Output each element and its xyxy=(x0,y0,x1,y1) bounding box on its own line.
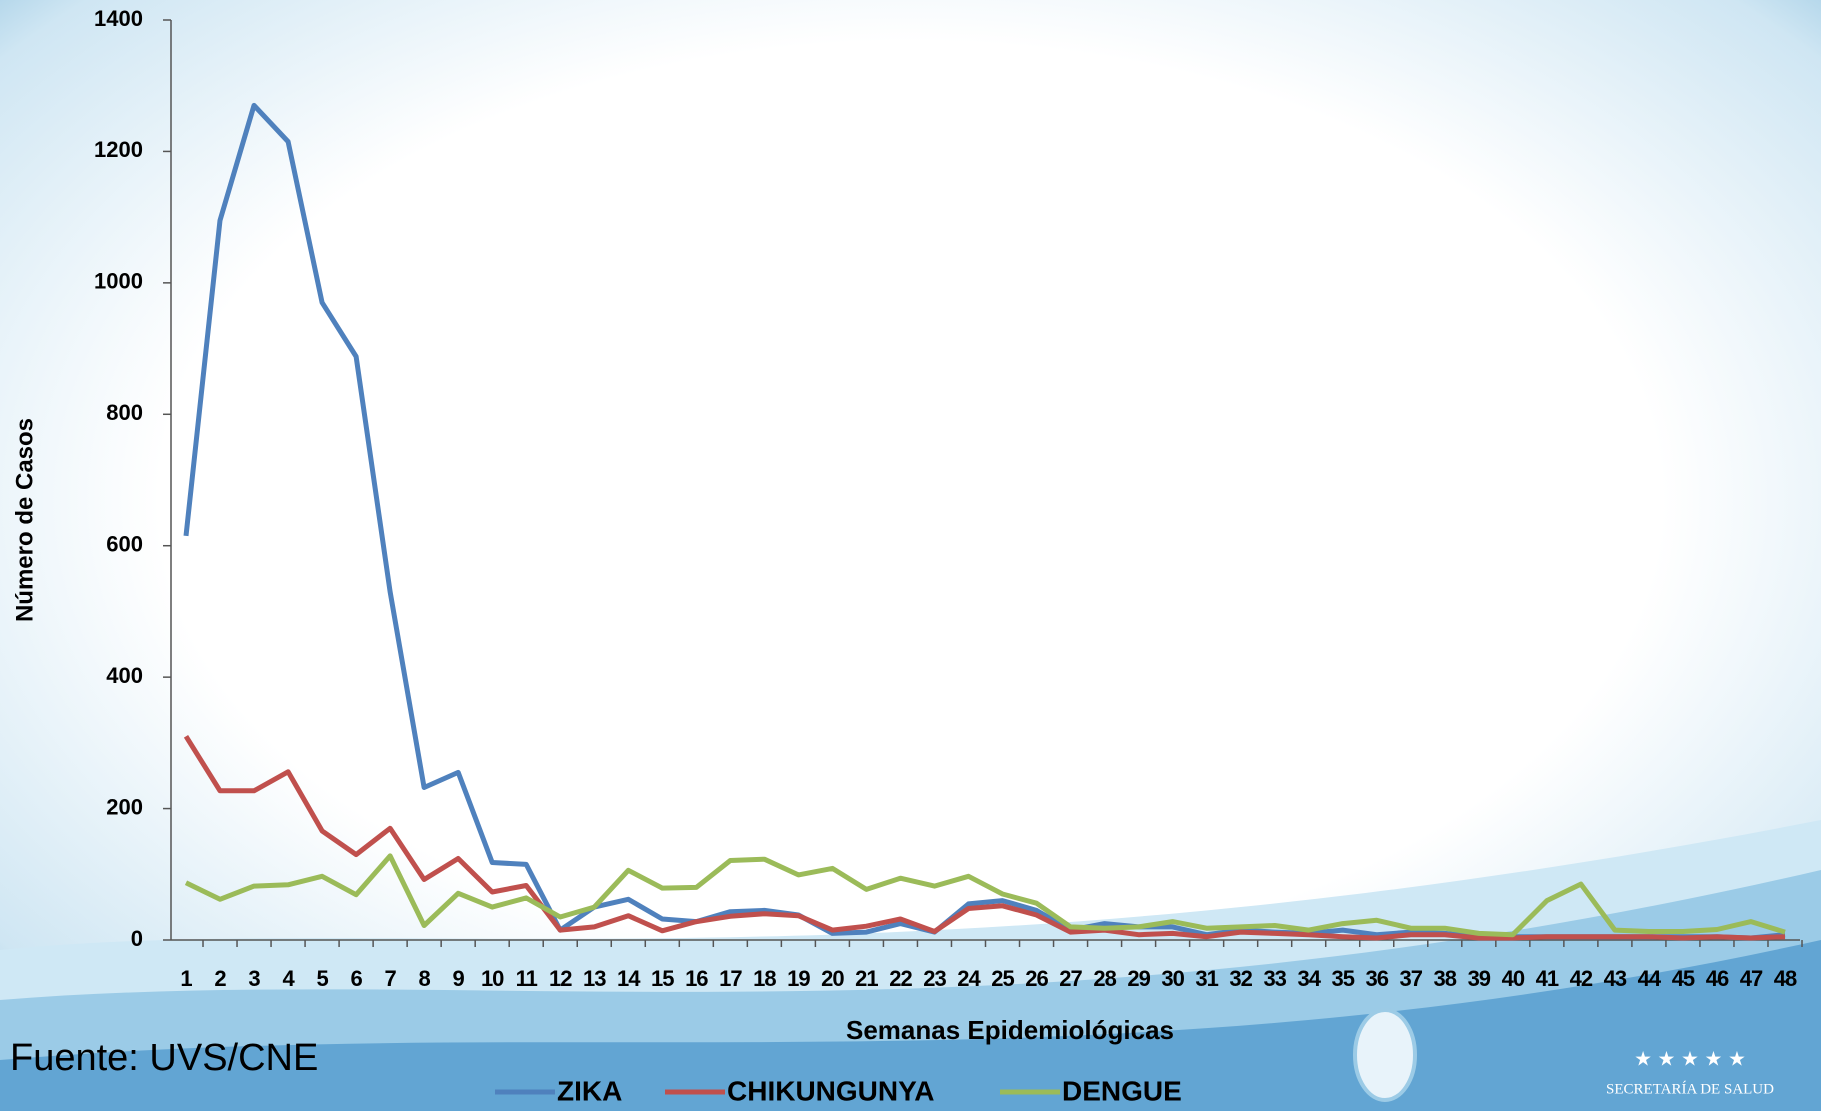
y-tick-label: 600 xyxy=(106,532,143,557)
x-tick-label: 39 xyxy=(1468,966,1491,991)
x-tick-label: 18 xyxy=(753,966,776,991)
x-axis-title: Semanas Epidemiológicas xyxy=(846,1015,1174,1045)
x-tick-label: 24 xyxy=(957,966,981,991)
x-tick-label: 35 xyxy=(1331,966,1354,991)
legend-label: ZIKA xyxy=(557,1075,622,1106)
x-tick-label: 34 xyxy=(1297,966,1321,991)
x-tick-label: 11 xyxy=(516,966,538,991)
x-tick-label: 36 xyxy=(1366,966,1389,991)
x-tick-label: 6 xyxy=(350,966,362,991)
source: Fuente: UVS/CNE xyxy=(10,1037,318,1079)
y-tick-label: 800 xyxy=(106,400,143,425)
x-tick-label: 2 xyxy=(214,966,226,991)
x-tick-label: 40 xyxy=(1502,966,1525,991)
x-tick-label: 31 xyxy=(1195,966,1218,991)
x-tick-label: 45 xyxy=(1672,966,1695,991)
x-tick-label: 22 xyxy=(889,966,912,991)
x-tick-label: 5 xyxy=(316,966,328,991)
y-axis-title: Número de Casos xyxy=(11,418,38,622)
x-tick-label: 48 xyxy=(1774,966,1797,991)
logo-emblem xyxy=(1353,1008,1417,1102)
x-tick-label: 25 xyxy=(991,966,1014,991)
x-tick-label: 41 xyxy=(1536,966,1559,991)
x-tick-label: 26 xyxy=(1025,966,1048,991)
x-tick-label: 15 xyxy=(651,966,674,991)
x-tick-label: 44 xyxy=(1638,966,1662,991)
x-tick-label: 8 xyxy=(419,966,431,991)
logo-text: SECRETARÍA DE SALUD xyxy=(1606,1080,1774,1097)
x-tick-label: 38 xyxy=(1434,966,1457,991)
y-tick-label: 1400 xyxy=(94,6,143,31)
x-tick-label: 12 xyxy=(549,966,572,991)
x-tick-label: 27 xyxy=(1059,966,1082,991)
x-tick-label: 28 xyxy=(1093,966,1116,991)
x-tick-label: 33 xyxy=(1263,966,1286,991)
series-line xyxy=(183,734,1786,941)
y-tick-label: 200 xyxy=(106,794,143,819)
x-tick-label: 3 xyxy=(248,966,260,991)
logo-stars: ★ ★ ★ ★ ★ xyxy=(1634,1048,1746,1070)
x-tick-label: 37 xyxy=(1400,966,1423,991)
x-tick-label: 10 xyxy=(481,966,504,991)
x-tick-label: 13 xyxy=(583,966,606,991)
x-tick-label: 47 xyxy=(1740,966,1763,991)
x-tick-label: 32 xyxy=(1229,966,1252,991)
x-tick-label: 21 xyxy=(855,966,878,991)
x-tick-label: 4 xyxy=(282,966,295,991)
x-tick-label: 23 xyxy=(923,966,946,991)
legend-label: DENGUE xyxy=(1062,1075,1182,1106)
x-tick-label: 42 xyxy=(1570,966,1593,991)
x-tick-label: 7 xyxy=(385,966,397,991)
x-tick-label: 30 xyxy=(1161,966,1184,991)
x-tick-label: 20 xyxy=(821,966,844,991)
legend-label: CHIKUNGUNYA xyxy=(727,1075,934,1106)
series-line xyxy=(184,853,1786,938)
x-tick-label: 19 xyxy=(787,966,810,991)
x-tick-label: 16 xyxy=(685,966,708,991)
x-tick-label: 46 xyxy=(1706,966,1729,991)
x-tick-label: 9 xyxy=(453,966,465,991)
x-tick-label: 14 xyxy=(617,966,641,991)
x-tick-label: 17 xyxy=(719,966,742,991)
x-tick-label: 43 xyxy=(1604,966,1627,991)
x-tick-label: 29 xyxy=(1127,966,1150,991)
y-tick-label: 1200 xyxy=(94,137,143,162)
x-tick-label: 1 xyxy=(180,966,192,991)
y-tick-label: 1000 xyxy=(94,269,143,294)
y-tick-label: 400 xyxy=(106,663,143,688)
y-tick-label: 0 xyxy=(131,926,143,951)
